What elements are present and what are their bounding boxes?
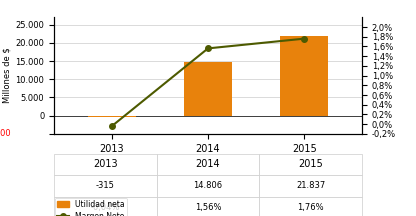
Y-axis label: Millones de $: Millones de $ <box>2 48 11 103</box>
Bar <box>280 36 328 116</box>
Text: -5.000: -5.000 <box>0 129 11 138</box>
Legend: Utilidad neta, Margen Neto: Utilidad neta, Margen Neto <box>55 198 126 216</box>
Bar <box>184 62 232 116</box>
Bar <box>88 116 136 117</box>
